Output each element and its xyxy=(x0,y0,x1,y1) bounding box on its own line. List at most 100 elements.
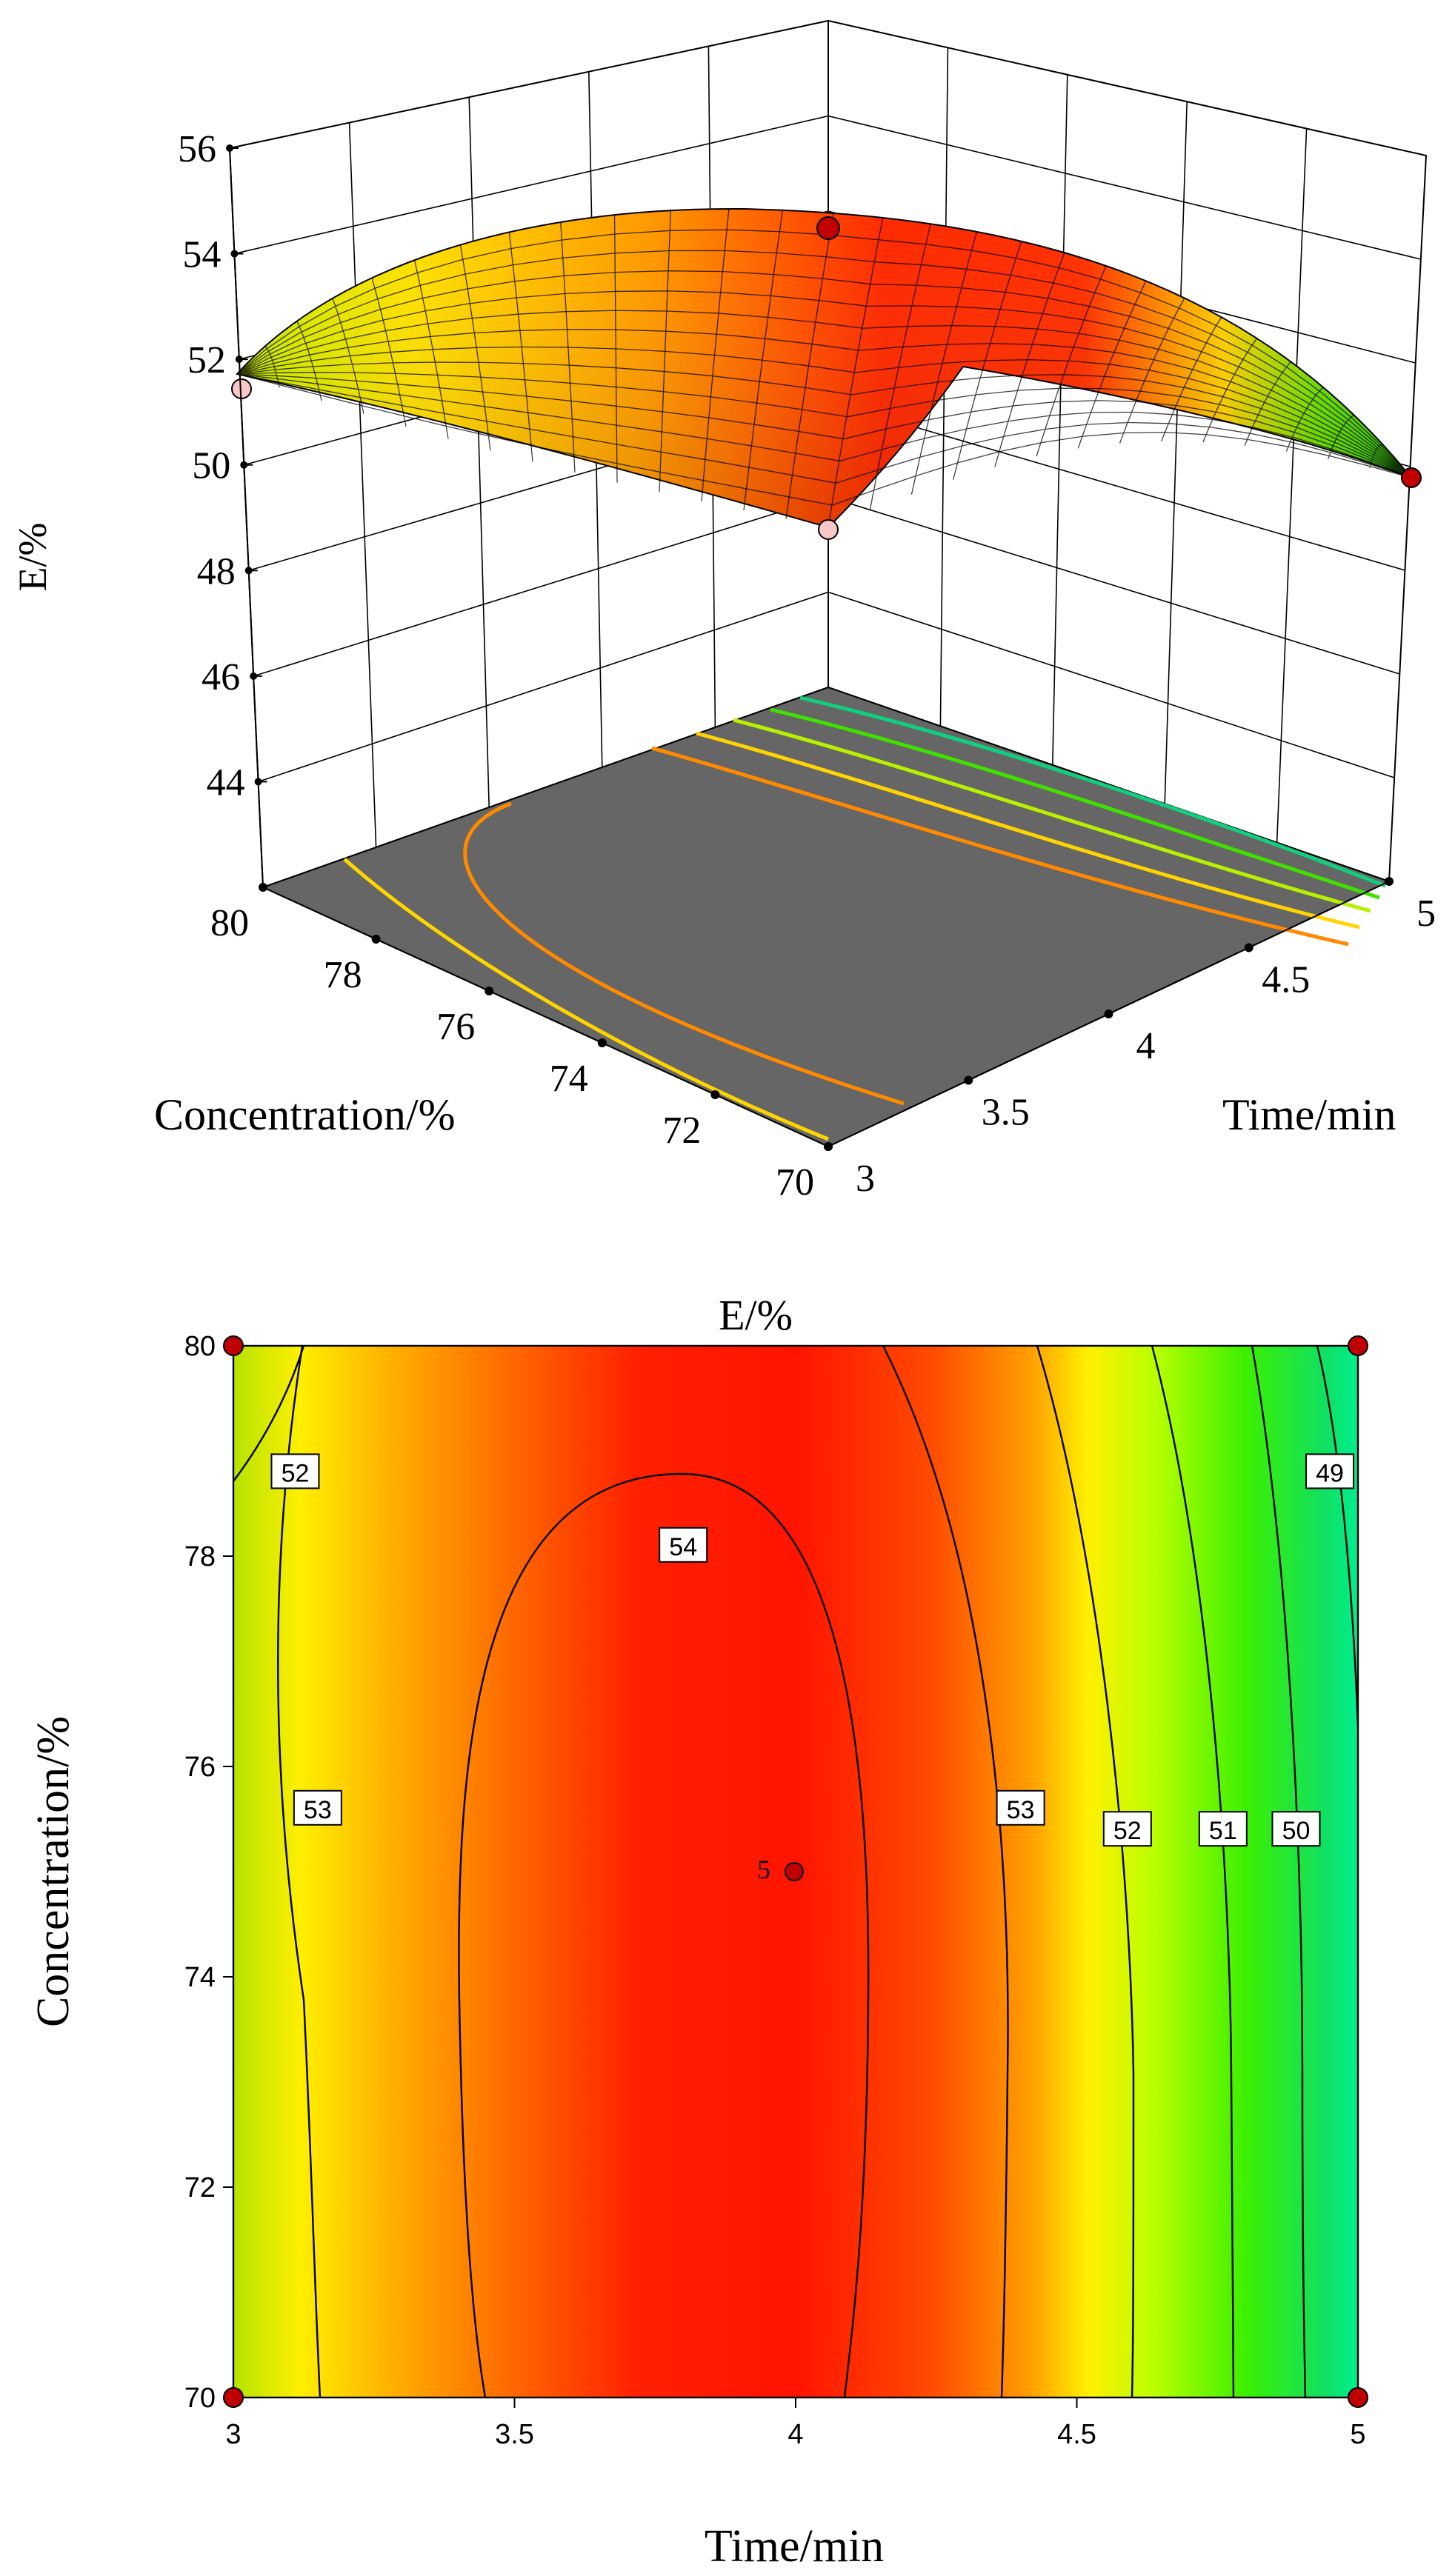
z-tick-dot xyxy=(254,778,262,786)
design-point xyxy=(1348,1335,1368,1356)
mesh-line xyxy=(236,310,1412,478)
contour-label: 52 xyxy=(270,1453,320,1489)
x-tick-dot-3d xyxy=(1385,877,1394,886)
contour-label-text: 53 xyxy=(304,1796,332,1824)
z-tick-label: 46 xyxy=(202,656,240,698)
z-axis xyxy=(229,147,264,888)
contour-label-box xyxy=(1198,1811,1248,1847)
contour-label-text: 52 xyxy=(282,1459,310,1487)
x-tick-label: 4.5 xyxy=(1057,2419,1096,2450)
wall-grid-line xyxy=(229,20,1427,156)
contour-label: 53 xyxy=(293,1789,342,1826)
mesh-line xyxy=(613,215,618,483)
wall-grid-line xyxy=(234,115,1422,260)
contour-label-text: 54 xyxy=(669,1533,697,1561)
y-ticks-3d: 70 72 74 76 78 80 xyxy=(210,883,833,1204)
mesh-line xyxy=(236,361,1412,478)
mesh-line xyxy=(994,252,1065,467)
x-tick-dot-3d xyxy=(1244,943,1253,952)
y-tick-dot-3d xyxy=(597,1038,607,1047)
mesh-line xyxy=(236,372,1412,478)
contour-label-box xyxy=(996,1789,1045,1826)
x-tick-label-3d: 5 xyxy=(1416,892,1436,935)
center-point-marker xyxy=(785,1862,804,1881)
x-tick-label-3d: 4 xyxy=(1136,1025,1156,1067)
z-tick-label: 52 xyxy=(187,339,226,381)
mesh-line xyxy=(701,208,730,502)
design-point-3d xyxy=(816,216,840,240)
contour-line-52-left xyxy=(233,1345,305,1482)
contour-label-text: 53 xyxy=(1007,1796,1035,1824)
y-axis-label-3d: Concentration/% xyxy=(154,1090,456,1139)
contour-title: E/% xyxy=(719,1291,793,1339)
z-tick-dot xyxy=(240,461,248,469)
contour-line-53-right xyxy=(882,1345,1009,2398)
response-surface xyxy=(236,207,1414,529)
y-tick-label-3d: 78 xyxy=(324,954,362,996)
x-tick-dot-3d xyxy=(824,1142,833,1151)
y-tick-dot-3d xyxy=(485,987,494,995)
y-tick-label-3d: 74 xyxy=(550,1058,588,1100)
wall-grid-line xyxy=(348,122,377,848)
x-tick-label: 3.5 xyxy=(495,2419,534,2450)
mesh-line xyxy=(236,373,1412,506)
y-tick-dot-3d xyxy=(371,935,381,944)
y-tick-label-3d: 72 xyxy=(662,1110,701,1152)
contour-label: 54 xyxy=(659,1526,708,1563)
contour-lines xyxy=(233,1345,1359,2398)
wall-grid-line xyxy=(1276,128,1308,843)
floor-contour-52-left xyxy=(343,858,829,1141)
y-tick-dot-3d xyxy=(259,883,267,892)
wall-grid-line xyxy=(468,97,490,808)
contour-axes-ticks: 3 3.5 4 4.5 5 70 72 74 76 78 80 xyxy=(184,1331,1366,2450)
mesh-line xyxy=(236,373,1412,478)
center-point-label: 5 xyxy=(757,1855,770,1884)
x-tick-label-3d: 3.5 xyxy=(982,1092,1030,1134)
contour-labels: 52 53 54 53 52 51 50 49 xyxy=(270,1453,1355,1847)
mesh-line xyxy=(743,210,784,511)
floor-contour-49 xyxy=(799,695,1386,888)
x-axis-label: Time/min xyxy=(705,2521,884,2572)
wall-grid-line xyxy=(1164,101,1188,804)
contour-label-box xyxy=(270,1453,320,1489)
design-points-3d xyxy=(231,216,1422,540)
mesh-line xyxy=(560,221,576,473)
wall-grid-line xyxy=(1052,74,1068,765)
floor-contour-53-right xyxy=(651,746,1349,947)
contour-label: 50 xyxy=(1271,1811,1321,1847)
y-tick-label: 78 xyxy=(184,1541,216,1572)
y-tick-label: 76 xyxy=(184,1752,216,1783)
y-axis-3d xyxy=(262,887,829,1147)
z-tick-label: 54 xyxy=(182,234,221,276)
z-tick-dot xyxy=(250,672,258,680)
mesh-line xyxy=(236,229,1412,478)
mesh-line xyxy=(236,346,1412,478)
design-points-2d xyxy=(223,1335,1368,2408)
y-tick-label: 74 xyxy=(184,1962,216,1993)
mesh-line xyxy=(910,231,978,495)
z-tick-label: 44 xyxy=(207,761,245,804)
z-tick-label: 50 xyxy=(192,445,230,487)
y-axis-label: Concentration/% xyxy=(28,1716,79,2027)
contour-label-text: 51 xyxy=(1209,1817,1237,1845)
z-tick-dot xyxy=(235,356,243,364)
floor-contour-52-right xyxy=(696,731,1360,930)
z-tick-dot xyxy=(244,567,253,575)
contour-line-54 xyxy=(458,1472,870,2398)
x-tick-dot-3d xyxy=(1104,1010,1113,1018)
contour-line-49 xyxy=(1316,1345,1359,1726)
mesh-line xyxy=(953,241,1022,480)
design-point-3d xyxy=(1401,467,1422,488)
mesh-line xyxy=(236,373,1412,478)
y-tick-label: 70 xyxy=(184,2383,216,2414)
y-tick-label: 80 xyxy=(184,1331,216,1362)
x-tick-label: 3 xyxy=(225,2419,241,2450)
mesh-line xyxy=(236,270,1412,478)
floor-contours xyxy=(343,695,1386,1141)
y-tick-label-3d: 70 xyxy=(776,1161,814,1204)
contour-label: 52 xyxy=(1102,1811,1152,1847)
contour-label-text: 49 xyxy=(1316,1459,1344,1487)
mesh-line xyxy=(236,290,1412,478)
contour-label: 49 xyxy=(1305,1453,1355,1489)
